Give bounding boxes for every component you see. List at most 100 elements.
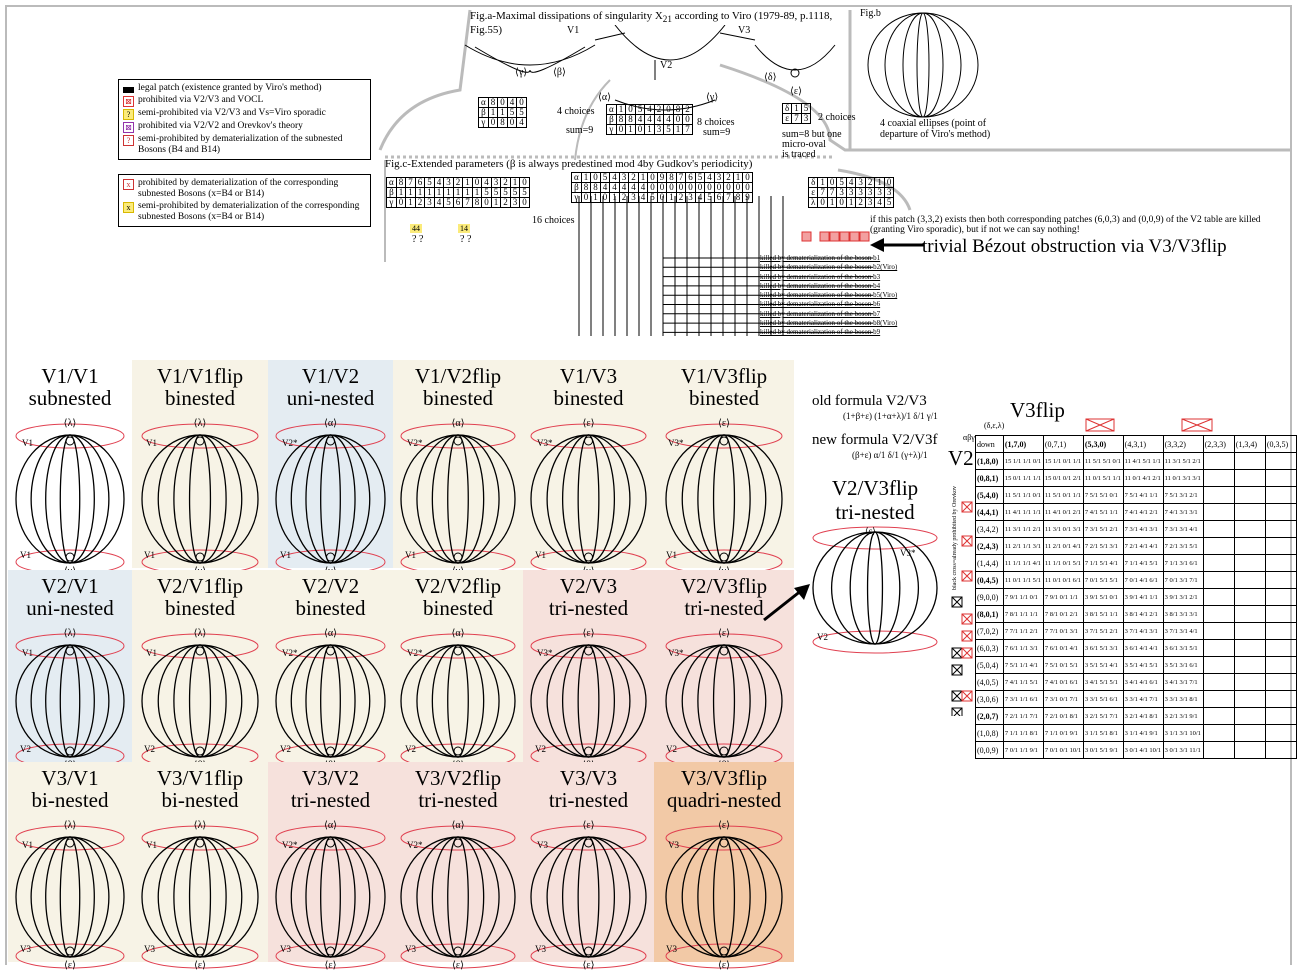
big-top-label: ⟨ε⟩ [865, 526, 876, 536]
panel-title-line2: binested [165, 596, 235, 620]
tbl1-cell: 8 [487, 97, 499, 108]
v3flip-row-header: (7,0,2) [975, 622, 1004, 640]
top-red-ellipse [275, 423, 386, 449]
ctbl-mid-cell: 0 [732, 182, 744, 193]
v3flip-row-header: (2,0,7) [975, 707, 1004, 725]
micro-oval [719, 838, 729, 848]
v3flip-row-header: (0,4,5) [975, 571, 1004, 589]
top-label: ⟨ε⟩ [717, 820, 730, 831]
v3flip-cell: 3 9/1 3/1 2/1 [1162, 588, 1204, 606]
panel-v3-v1: V3/V1 bi-nested ⟨λ⟩ ⟨ε⟩ V3 V1 [8, 762, 132, 971]
v3flip-cell [1264, 656, 1297, 674]
ctbl-mid-cell: 0 [742, 172, 753, 183]
ctbl-left-cell: 5 [509, 187, 521, 198]
ctbl-mid-cell: 7 [675, 172, 687, 183]
v3flip-row-header: (1,8,0) [975, 452, 1004, 470]
panel-title-line2: binested [165, 386, 235, 410]
legend-swatch: ? [123, 109, 134, 120]
v3flip-cell: 3 1/1 4/1 9/1 [1122, 724, 1164, 742]
v3flip-row-header: (8,0,1) [975, 605, 1004, 623]
oval [320, 836, 341, 958]
ctbl-right-cell: 1 [874, 177, 885, 188]
v3flip-cell [1233, 639, 1266, 657]
oval [577, 434, 600, 564]
panel-title-line2: tri-nested [684, 596, 764, 620]
oval [141, 434, 259, 564]
v3flip-cell: 3 8/1 5/1 1/1 [1082, 605, 1124, 623]
micro-oval [65, 646, 75, 656]
ctbl-left-cell: 1 [424, 187, 435, 198]
tbl1-cell: 0 [506, 117, 518, 128]
tbl2-cell: 0 [634, 124, 646, 135]
v3flip-cell [1202, 554, 1235, 572]
v3flip-cell [1264, 503, 1297, 521]
v3flip-cell: 7 2/1 5/1 3/1 [1082, 537, 1124, 555]
micro-oval [584, 646, 593, 656]
legend-text: semi-prohibited by dematerialization of … [138, 201, 360, 222]
v3flip-cell: 7 4/1 3/1 3/1 [1162, 503, 1204, 521]
side-cross [961, 613, 973, 625]
micro-oval [195, 436, 205, 446]
ctbl-mid-cell: 4 [609, 172, 620, 183]
micro-oval [195, 838, 205, 848]
oval [431, 836, 485, 958]
v3flip-cell: 3 9/1 5/1 0/1 [1082, 588, 1124, 606]
v3flip-row: (2,0,7) 7 2/1 1/1 7/1 7 2/1 0/1 8/1 3 2/1 5… [975, 707, 1297, 725]
oval [665, 644, 783, 758]
panel-title-line2: binested [423, 596, 493, 620]
v3flip-row-header: (4,4,1) [975, 503, 1004, 521]
v3flip-cell: 3 6/1 3/1 5/1 [1162, 639, 1204, 657]
top-label: ⟨ε⟩ [582, 628, 595, 639]
tbl3-param: δ [781, 103, 793, 114]
legend-item: legal patch (existence granted by Viro's… [123, 83, 366, 94]
ctbl-mid-cell: 4 [637, 182, 649, 193]
fig-a-gamma2: ⟨γ⟩ [706, 92, 719, 103]
top-label: ⟨α⟩ [323, 628, 338, 639]
v3flip-cell: 7 1/1 0/1 9/1 [1042, 724, 1084, 742]
panel-ovals [275, 423, 386, 575]
oval [30, 836, 110, 958]
v3flip-cell: 11 0/1 4/1 2/1 [1122, 469, 1164, 487]
ctbl-right-cell: 0 [826, 177, 838, 188]
ctbl-mid-cell: 2 [628, 172, 639, 183]
kill-item: killed by dematerialization of the boson… [760, 328, 881, 337]
panel-title: V2/V1flip binested [132, 575, 268, 619]
oval [665, 836, 783, 958]
top-red-ellipse [141, 423, 259, 449]
panel-title-line1: V3/V2flip [414, 766, 502, 790]
tbl2-cell: 3 [653, 124, 665, 135]
panel-v3-v1flip: V3/V1flip bi-nested ⟨λ⟩ ⟨ε⟩ V3 V1 [132, 762, 268, 971]
small-label-14: 14 [458, 224, 470, 233]
tbl3-cell: 7 [791, 113, 802, 124]
v3flip-cell: 7 4/1 4/1 2/1 [1122, 503, 1164, 521]
oval [577, 644, 600, 758]
micro-oval [719, 946, 729, 956]
oval [546, 434, 631, 564]
legend-item: ? semi-prohibited by dematerialization of… [123, 134, 366, 156]
panel-title-line2: bi-nested [161, 788, 239, 812]
top-red-ellipse [400, 423, 516, 449]
ctbl-mid-cell: 0 [647, 182, 658, 193]
oval [45, 836, 95, 958]
v3flip-cell [1264, 622, 1297, 640]
ctbl-left-cell: 0 [395, 197, 407, 208]
v3flip-cell [1233, 622, 1266, 640]
ctbl-left-cell: 4 [433, 197, 445, 208]
panel-title-line2: tri-nested [548, 788, 629, 812]
oval [431, 434, 485, 564]
ctbl-mid-cell: 0 [675, 182, 687, 193]
top-red-ellipse [530, 825, 647, 851]
v2v3flip-big-title: V2/V3flip tri-nested [831, 476, 919, 524]
legend-boson: x prohibited by dematerialization of the … [118, 174, 371, 227]
top-label: ⟨λ⟩ [193, 628, 207, 639]
new-formula-title: new formula V2/V3f [812, 432, 938, 448]
panel-title: V3/V2flip tri-nested [393, 767, 523, 811]
fig-a-v2: V2 [660, 60, 673, 71]
panel-ovals [275, 633, 386, 769]
corner-label: V1 [535, 550, 546, 560]
v3flip-row: (9,0,0) 7 9/1 1/1 0/1 7 9/1 0/1 1/1 3 9/1 5… [975, 588, 1297, 606]
